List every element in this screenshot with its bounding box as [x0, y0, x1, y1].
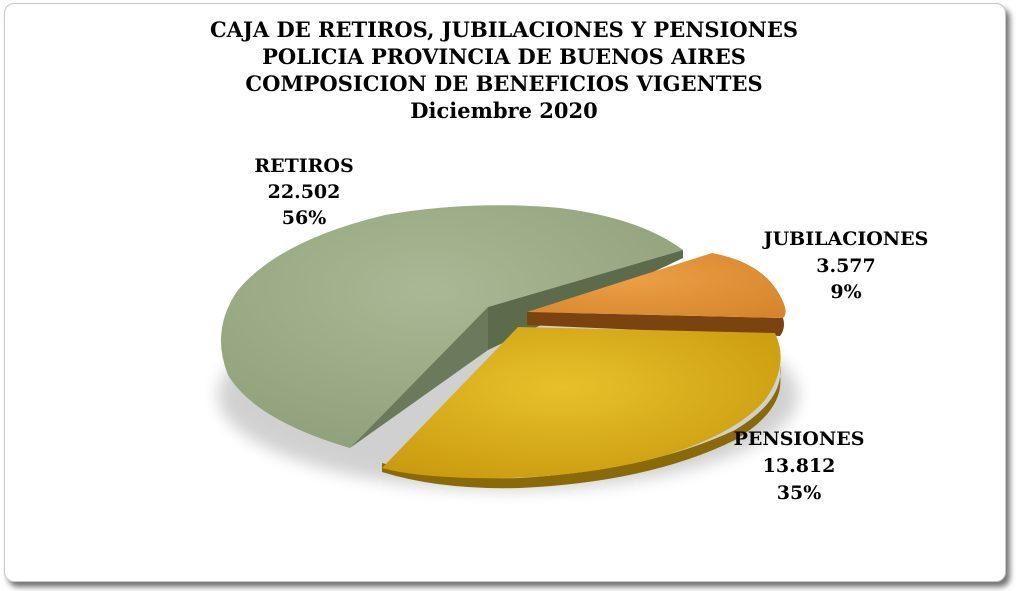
- label-retiros-percent: 56%: [282, 207, 327, 229]
- label-retiros-value: 22.502: [268, 181, 341, 203]
- slice-retiros-top: [220, 205, 683, 448]
- slice-pensiones-top: [382, 327, 781, 479]
- title-line-3: COMPOSICION DE BENEFICIOS VIGENTES: [245, 71, 763, 96]
- label-jubilaciones-name: JUBILACIONES: [762, 228, 929, 250]
- slice-retiros-side: [350, 307, 488, 448]
- title-line-2: POLICIA PROVINCIA DE BUENOS AIRES: [262, 44, 746, 69]
- label-retiros: RETIROS 22.502 56%: [254, 155, 353, 229]
- chart-title: CAJA DE RETIROS, JUBILACIONES Y PENSIONE…: [0, 16, 1008, 124]
- slice-pensiones-side: [382, 365, 781, 489]
- label-jubilaciones-percent: 9%: [830, 281, 861, 303]
- slice-pensiones: [382, 327, 781, 489]
- slice-jubilaciones-side: [527, 312, 784, 336]
- label-jubilaciones: JUBILACIONES 3.577 9%: [762, 228, 929, 303]
- label-jubilaciones-value: 3.577: [816, 255, 876, 277]
- label-pensiones-value: 13.812: [763, 455, 836, 477]
- label-pensiones-name: PENSIONES: [734, 428, 865, 450]
- label-pensiones: PENSIONES 13.812 35%: [734, 428, 865, 504]
- title-line-1: CAJA DE RETIROS, JUBILACIONES Y PENSIONE…: [209, 17, 799, 42]
- slice-jubilaciones-top: [527, 253, 786, 318]
- title-line-4: Diciembre 2020: [410, 98, 598, 123]
- label-pensiones-percent: 35%: [777, 482, 822, 504]
- label-retiros-name: RETIROS: [254, 155, 353, 177]
- slice-jubilaciones: [527, 253, 786, 336]
